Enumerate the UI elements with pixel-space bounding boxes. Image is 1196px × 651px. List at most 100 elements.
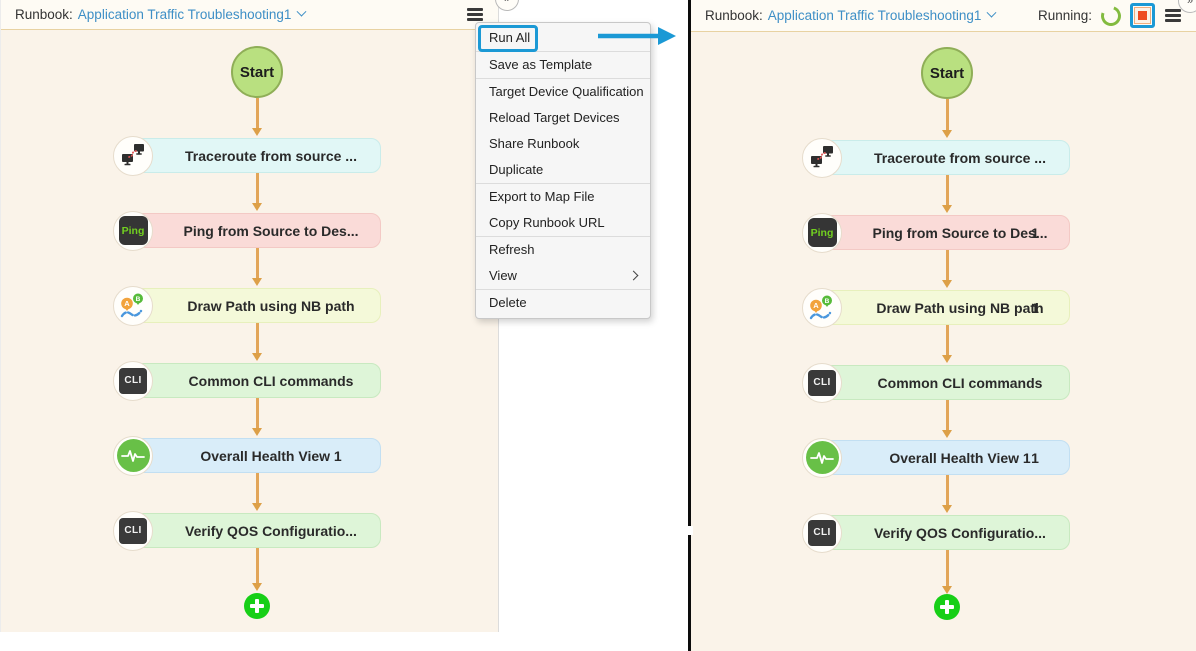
node-label: Common CLI commands bbox=[188, 372, 354, 389]
annotation-arrow bbox=[598, 27, 676, 45]
runbook-node-health-view[interactable]: Overall Health View 1 bbox=[113, 435, 381, 476]
runbook-node-ping[interactable]: Ping Ping from Source to Des... 1 bbox=[802, 212, 1070, 253]
node-label: Ping from Source to Des... bbox=[183, 222, 359, 239]
runbook-node-ping[interactable]: Ping Ping from Source to Des... bbox=[113, 210, 381, 251]
menu-item-export-to-map-file[interactable]: Export to Map File bbox=[489, 189, 595, 204]
menu-separator bbox=[476, 236, 650, 237]
runbook-node-traceroute[interactable]: Traceroute from source ... bbox=[113, 135, 381, 176]
menu-separator bbox=[476, 289, 650, 290]
node-label: Ping from Source to Des... bbox=[872, 224, 1048, 241]
flow-arrow bbox=[252, 398, 262, 436]
collapse-glyph: » bbox=[504, 0, 510, 5]
cli-icon: CLI bbox=[802, 362, 842, 403]
node-label: Overall Health View 1 bbox=[889, 449, 1031, 466]
runbook-panel-left: Runbook: Application Traffic Troubleshoo… bbox=[0, 0, 499, 632]
menu-item-view-label: View bbox=[489, 268, 517, 283]
menu-item-share-runbook[interactable]: Share Runbook bbox=[489, 136, 580, 151]
node-label: Verify QOS Configuratio... bbox=[874, 524, 1046, 541]
menu-item-copy-runbook-url[interactable]: Copy Runbook URL bbox=[489, 215, 605, 230]
traceroute-icon bbox=[802, 137, 842, 178]
flow-arrow bbox=[942, 175, 952, 213]
menu-item-run-all[interactable]: Run All bbox=[489, 30, 531, 45]
menu-item-refresh[interactable]: Refresh bbox=[489, 242, 535, 257]
flow-arrow bbox=[942, 250, 952, 288]
node-label: Verify QOS Configuratio... bbox=[185, 522, 357, 539]
runbook-node-draw-path[interactable]: B A Draw Path using NB path 1 bbox=[802, 287, 1070, 328]
running-status-label: Running: bbox=[1037, 8, 1092, 23]
menu-icon[interactable] bbox=[466, 5, 484, 24]
ping-icon: Ping bbox=[113, 210, 153, 251]
svg-text:B: B bbox=[136, 296, 141, 303]
flow-arrow bbox=[252, 173, 262, 211]
runbook-title-dropdown[interactable]: Application Traffic Troubleshooting1 bbox=[77, 7, 292, 22]
start-label: Start bbox=[929, 64, 965, 82]
node-label: Overall Health View 1 bbox=[200, 447, 342, 464]
menu-separator bbox=[476, 51, 650, 52]
runbook-node-verify-qos[interactable]: CLI Verify QOS Configuratio... bbox=[113, 510, 381, 551]
runbook-title-dropdown[interactable]: Application Traffic Troubleshooting1 bbox=[767, 8, 982, 23]
start-node[interactable]: Start bbox=[921, 47, 973, 99]
menu-item-save-as-template[interactable]: Save as Template bbox=[489, 57, 593, 72]
svg-text:A: A bbox=[813, 301, 819, 310]
map-path-icon: B A bbox=[802, 287, 842, 328]
stop-run-button[interactable] bbox=[1134, 7, 1151, 24]
menu-item-duplicate[interactable]: Duplicate bbox=[489, 162, 544, 177]
runbook-label: Runbook: bbox=[705, 8, 763, 23]
menu-item-reload-target-devices[interactable]: Reload Target Devices bbox=[489, 110, 620, 125]
runbook-header-left: Runbook: Application Traffic Troubleshoo… bbox=[1, 0, 498, 30]
health-pulse-icon bbox=[802, 437, 842, 478]
node-label: Traceroute from source ... bbox=[874, 149, 1046, 166]
runbook-node-draw-path[interactable]: B A Draw Path using NB path bbox=[113, 285, 381, 326]
menu-separator bbox=[476, 183, 650, 184]
flow-arrow bbox=[252, 248, 262, 286]
cli-icon: CLI bbox=[113, 510, 153, 551]
chevron-down-icon bbox=[986, 7, 997, 18]
runbook-node-verify-qos[interactable]: CLI Verify QOS Configuratio... bbox=[802, 512, 1070, 553]
traceroute-icon bbox=[113, 135, 153, 176]
collapse-glyph: » bbox=[1186, 0, 1194, 7]
node-label: Common CLI commands bbox=[877, 374, 1043, 391]
svg-text:B: B bbox=[825, 298, 830, 305]
menu-item-view[interactable]: View bbox=[476, 263, 650, 289]
flow-arrow bbox=[942, 400, 952, 438]
start-node[interactable]: Start bbox=[231, 46, 283, 98]
menu-separator bbox=[476, 78, 650, 79]
start-label: Start bbox=[239, 63, 275, 81]
submenu-chevron-icon bbox=[628, 270, 639, 281]
stop-annotation-box bbox=[1130, 3, 1155, 28]
flow-arrow bbox=[942, 325, 952, 363]
runbook-label: Runbook: bbox=[15, 7, 73, 22]
add-node-button[interactable] bbox=[934, 594, 960, 620]
flow-arrow bbox=[252, 548, 262, 591]
cli-icon: CLI bbox=[802, 512, 842, 553]
node-count: 1 bbox=[1031, 224, 1039, 241]
node-count: 1 bbox=[1031, 299, 1039, 316]
add-node-button[interactable] bbox=[244, 593, 270, 619]
flow-arrow bbox=[252, 473, 262, 511]
runbook-panel-right: Runbook: Application Traffic Troubleshoo… bbox=[691, 0, 1196, 651]
runbook-node-traceroute[interactable]: Traceroute from source ... bbox=[802, 137, 1070, 178]
map-path-icon: B A bbox=[113, 285, 153, 326]
health-pulse-icon bbox=[113, 435, 153, 476]
menu-item-delete[interactable]: Delete bbox=[489, 295, 527, 310]
node-label: Draw Path using NB path bbox=[187, 297, 355, 314]
running-spinner-icon bbox=[1097, 2, 1125, 29]
runbook-node-health-view[interactable]: Overall Health View 1 1 bbox=[802, 437, 1070, 478]
runbook-node-cli-commands[interactable]: CLI Common CLI commands bbox=[802, 362, 1070, 403]
flow-arrow bbox=[252, 98, 262, 136]
ping-icon: Ping bbox=[802, 212, 842, 253]
menu-icon[interactable] bbox=[1164, 6, 1182, 25]
collapse-panel-button[interactable]: » bbox=[1178, 0, 1196, 13]
runbook-node-cli-commands[interactable]: CLI Common CLI commands bbox=[113, 360, 381, 401]
node-label: Draw Path using NB path bbox=[876, 299, 1044, 316]
runbook-header-right: Runbook: Application Traffic Troubleshoo… bbox=[691, 0, 1196, 32]
svg-text:A: A bbox=[124, 299, 130, 308]
panel-divider bbox=[688, 0, 691, 651]
runbook-canvas-left: Start Traceroute from source ... bbox=[1, 30, 498, 632]
runbook-context-menu: Run All Save as Template Target Device Q… bbox=[475, 22, 651, 319]
chevron-down-icon bbox=[296, 6, 307, 17]
menu-item-target-device-qualification[interactable]: Target Device Qualification bbox=[489, 84, 644, 99]
run-status-group: Running: bbox=[1037, 2, 1182, 29]
runbook-canvas-right: Start Traceroute from source ... bbox=[691, 32, 1196, 651]
